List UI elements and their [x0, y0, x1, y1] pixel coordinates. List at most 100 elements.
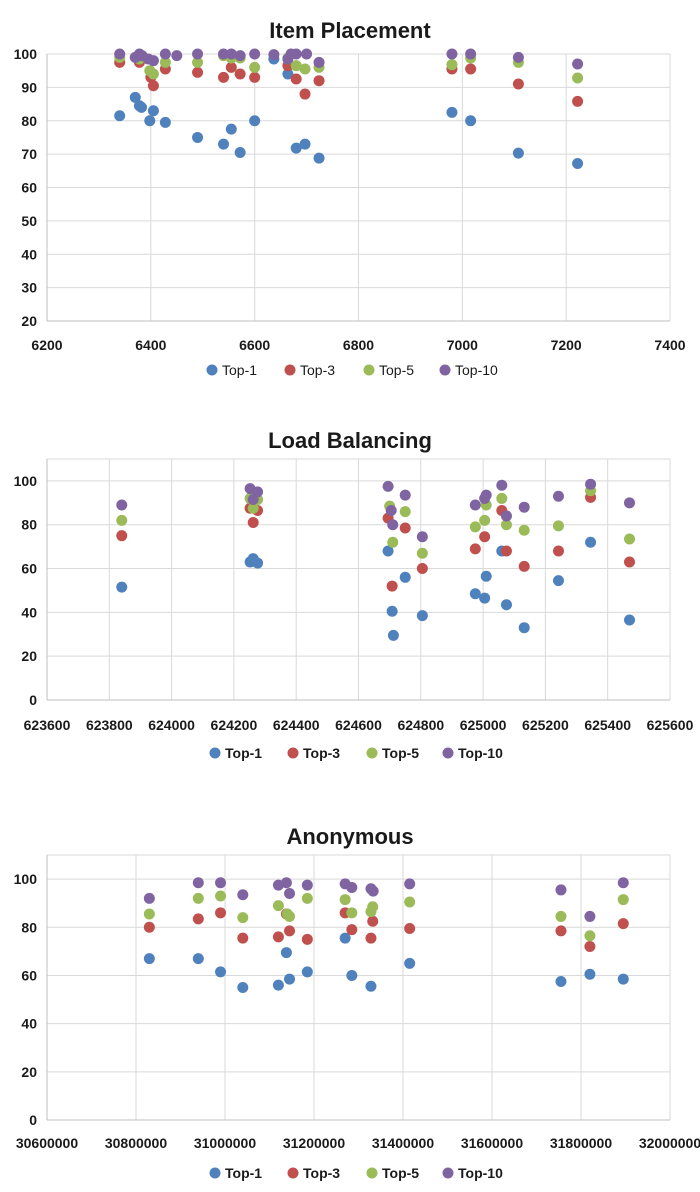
point-top-5 — [367, 901, 379, 913]
point-top-10 — [617, 877, 629, 889]
point-top-1 — [147, 105, 159, 117]
y-tick-label: 60 — [21, 561, 37, 577]
legend-label-top-1: Top-1 — [225, 1165, 262, 1181]
legend-label-top-5: Top-5 — [382, 745, 419, 761]
point-top-1 — [159, 116, 171, 128]
point-top-5 — [387, 536, 399, 548]
x-tick-label: 624800 — [397, 717, 444, 733]
legend-label-top-3: Top-3 — [300, 362, 335, 378]
y-tick-label: 80 — [21, 919, 37, 935]
legend-label-top-5: Top-5 — [382, 1165, 419, 1181]
point-top-3 — [247, 517, 259, 529]
point-top-1 — [585, 536, 597, 548]
legend-marker-top-10 — [442, 747, 454, 759]
point-top-10 — [367, 885, 379, 897]
point-top-3 — [313, 75, 325, 87]
x-tick-label: 624600 — [335, 717, 382, 733]
point-top-10 — [585, 478, 597, 490]
point-top-1 — [272, 979, 284, 991]
legend-label-top-3: Top-3 — [303, 745, 340, 761]
legend-marker-top-10 — [439, 364, 451, 376]
point-top-10 — [159, 48, 171, 60]
point-top-3 — [584, 941, 596, 953]
x-tick-label: 625600 — [647, 717, 694, 733]
point-top-5 — [284, 910, 296, 922]
point-top-3 — [469, 543, 481, 555]
point-top-3 — [479, 531, 491, 543]
point-top-3 — [500, 545, 512, 557]
x-tick-label: 6400 — [135, 337, 166, 353]
legend-marker-top-5 — [366, 747, 378, 759]
x-tick-label: 625200 — [522, 717, 569, 733]
point-top-1 — [339, 932, 351, 944]
y-tick-label: 20 — [21, 313, 37, 329]
point-top-10 — [624, 497, 636, 509]
x-tick-label: 624000 — [148, 717, 195, 733]
point-top-5 — [192, 56, 204, 68]
legend-label-top-5: Top-5 — [379, 362, 414, 378]
point-top-10 — [290, 48, 302, 60]
point-top-3 — [192, 913, 204, 925]
point-top-3 — [116, 530, 128, 542]
point-top-3 — [572, 95, 584, 107]
point-top-3 — [404, 922, 416, 934]
point-top-3 — [299, 88, 311, 100]
point-top-10 — [572, 58, 584, 70]
point-top-5 — [215, 890, 227, 902]
point-top-5 — [237, 912, 249, 924]
chart-anonymous: Anonymous 0 20 40 60 80 100 30600000 30800000 310… — [0, 790, 700, 1192]
point-top-1 — [552, 575, 564, 587]
point-top-3 — [225, 61, 237, 73]
point-top-10 — [280, 877, 292, 889]
point-top-5 — [572, 72, 584, 84]
point-top-1 — [404, 957, 416, 969]
point-top-3 — [147, 80, 159, 92]
point-top-3 — [365, 932, 377, 944]
point-top-10 — [446, 48, 458, 60]
x-tick-label: 624400 — [273, 717, 320, 733]
y-tick-label: 40 — [21, 246, 37, 262]
point-top-3 — [301, 933, 313, 945]
point-top-5 — [301, 892, 313, 904]
point-top-1 — [382, 545, 394, 557]
x-tick-label: 32000000 — [639, 1135, 700, 1151]
y-tick-label: 90 — [21, 79, 37, 95]
point-top-5 — [617, 894, 629, 906]
x-tick-label: 31600000 — [461, 1135, 524, 1151]
point-top-1 — [346, 969, 358, 981]
point-top-10 — [584, 910, 596, 922]
point-top-1 — [480, 570, 492, 582]
chart-title: Item Placement — [269, 18, 431, 43]
point-top-10 — [171, 50, 183, 62]
point-top-1 — [446, 106, 458, 118]
point-top-3 — [416, 563, 428, 575]
x-tick-label: 7400 — [654, 337, 685, 353]
point-top-5 — [247, 502, 259, 514]
point-top-3 — [512, 78, 524, 90]
point-top-3 — [215, 907, 227, 919]
point-top-3 — [143, 921, 155, 933]
point-top-1 — [234, 146, 246, 158]
point-top-3 — [284, 925, 296, 937]
point-top-1 — [301, 966, 313, 978]
x-tick-label: 6200 — [31, 337, 62, 353]
x-tick-label: 31800000 — [550, 1135, 613, 1151]
x-tick-label: 624200 — [211, 717, 258, 733]
point-top-10 — [252, 486, 264, 498]
point-top-3 — [234, 68, 246, 80]
x-tick-label: 625400 — [584, 717, 631, 733]
point-top-5 — [143, 908, 155, 920]
point-top-10 — [480, 489, 492, 501]
point-top-3 — [218, 71, 230, 83]
point-top-1 — [192, 131, 204, 143]
y-tick-label: 40 — [21, 1016, 37, 1032]
chart-item-placement: Item Placement 20 30 40 50 60 70 80 90 100 6200 640… — [0, 0, 700, 395]
point-top-5 — [479, 514, 491, 526]
point-top-1 — [313, 152, 325, 164]
point-top-5 — [584, 930, 596, 942]
chart-svg-1: Load Balancing 0 20 40 60 80 100 623600 623800 62… — [14, 428, 694, 761]
legend-marker-top-3 — [287, 1167, 299, 1179]
point-top-1 — [416, 610, 428, 622]
legend-marker-top-10 — [442, 1167, 454, 1179]
point-top-1 — [143, 953, 155, 965]
